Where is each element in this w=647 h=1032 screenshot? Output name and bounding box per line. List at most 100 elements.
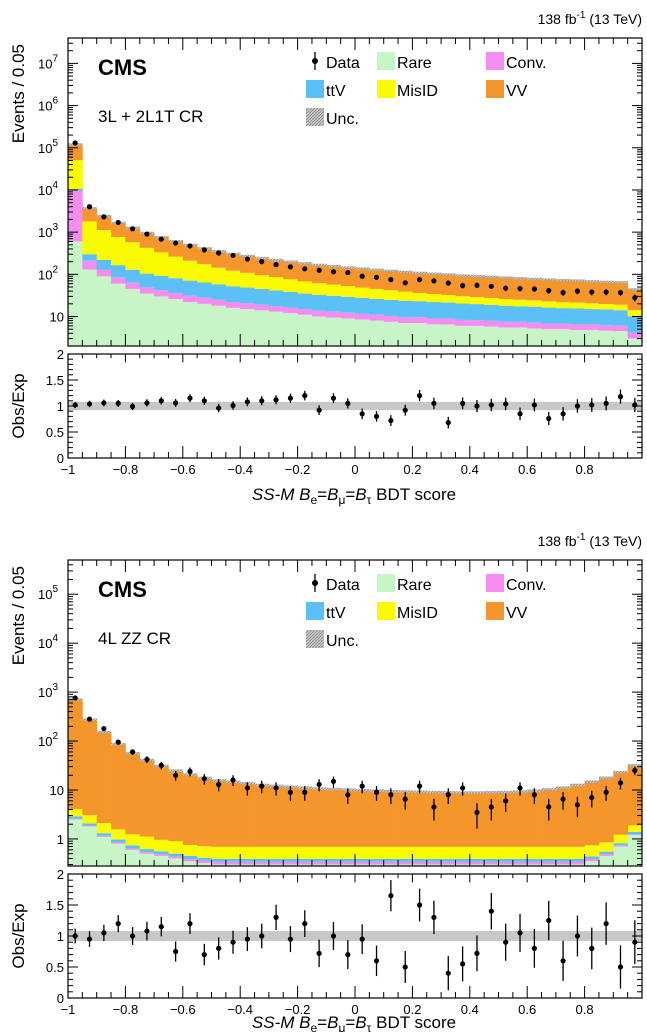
legend-label-misid: MisID [397, 83, 438, 100]
bar-misid-29 [484, 298, 499, 305]
bar-misid-38 [613, 834, 629, 844]
bar-conv-36 [584, 858, 600, 862]
bar-vv-22 [383, 791, 399, 847]
bar-vv-3 [111, 222, 126, 238]
ratio-point-31 [517, 930, 523, 936]
ratio-point-6 [158, 924, 164, 930]
bar-vv-19 [340, 267, 356, 287]
data-point-10 [216, 781, 222, 788]
data-point-18 [330, 778, 337, 784]
ratio-tick-label: 2 [57, 347, 64, 362]
legend-label-unc: Unc. [326, 633, 359, 650]
bar-vv-6 [154, 765, 169, 840]
ratio-point-22 [388, 417, 394, 424]
bar-vv-24 [412, 791, 428, 847]
bar-vv-24 [412, 272, 428, 293]
bar-misid-15 [283, 279, 298, 292]
bar-rare-13 [254, 864, 270, 866]
bar-ttv-9 [197, 282, 212, 298]
ratio-point-28 [474, 403, 480, 409]
bar-vv-17 [311, 788, 327, 847]
lumi-label: 138 fb-1 (13 TeV) [538, 10, 642, 27]
ratio-point-17 [316, 950, 322, 956]
bar-rare-11 [225, 307, 241, 346]
bar-vv-39 [627, 765, 642, 826]
bar-ttv-18 [326, 858, 342, 862]
bar-ttv-29 [484, 304, 499, 321]
bar-conv-9 [197, 860, 212, 864]
bar-conv-4 [125, 848, 141, 850]
bar-rare-24 [412, 323, 428, 346]
bar-conv-34 [555, 323, 571, 330]
bar-misid-15 [283, 846, 298, 859]
bar-ttv-24 [412, 301, 428, 318]
bar-vv-6 [154, 237, 169, 253]
bar-conv-7 [168, 856, 184, 859]
bar-ttv-36 [584, 856, 600, 859]
bar-rare-36 [584, 329, 600, 346]
bar-ttv-37 [598, 309, 614, 326]
ratio-point-30 [503, 401, 509, 407]
data-point-39 [632, 767, 638, 774]
data-point-21 [373, 274, 380, 280]
x-tick-label: 0.6 [518, 1002, 536, 1017]
bar-rare-38 [613, 331, 629, 346]
bar-ttv-3 [111, 265, 126, 278]
unc-band-34 [555, 279, 571, 282]
unc-band-22 [383, 269, 399, 272]
ratio-point-29 [488, 402, 494, 408]
data-point-24 [416, 783, 423, 789]
chart-panel-2: 1 10 102 103 104 105 0 0.5 1 1.5 2 −1 −0.8 −0.6 −0.4 −0… [9, 532, 643, 1032]
unc-band-30 [498, 276, 514, 279]
unc-band-33 [541, 278, 557, 281]
bar-misid-26 [441, 294, 456, 303]
y-tick-label: 10 [50, 783, 64, 798]
unc-band-25 [426, 790, 442, 794]
bar-ttv-12 [240, 287, 255, 304]
x-tick-label: −0.2 [285, 462, 311, 477]
bar-vv-36 [584, 781, 600, 846]
ratio-point-5 [144, 928, 150, 934]
ratio-point-9 [201, 952, 207, 958]
ratio-point-12 [244, 399, 250, 405]
legend-data-marker [312, 580, 318, 586]
bar-conv-30 [498, 861, 514, 865]
bar-rare-1 [82, 826, 98, 866]
bar-rare-9 [197, 863, 212, 866]
bar-ttv-19 [340, 296, 356, 313]
bar-conv-26 [441, 318, 456, 325]
bar-rare-29 [484, 326, 499, 346]
x-tick-label: −0.8 [113, 462, 139, 477]
legend-swatch-vv [486, 602, 504, 620]
bar-misid-5 [139, 247, 155, 274]
bar-vv-34 [555, 787, 571, 847]
bar-conv-15 [283, 861, 298, 865]
ratio-point-39 [632, 402, 638, 408]
ratio-point-11 [230, 402, 236, 409]
bar-misid-20 [355, 287, 370, 298]
bar-rare-14 [268, 311, 284, 346]
bar-conv-5 [139, 287, 155, 294]
legend-data-marker [312, 58, 318, 64]
unc-band-29 [484, 791, 499, 794]
lumi-label: 138 fb-1 (13 TeV) [538, 532, 642, 549]
y-tick-label: 106 [38, 96, 58, 114]
unc-band-14 [268, 258, 284, 261]
bar-ttv-38 [613, 843, 629, 846]
bar-rare-0 [68, 819, 83, 866]
unc-band-15 [283, 260, 298, 263]
ratio-point-32 [531, 402, 537, 408]
data-point-28 [474, 809, 480, 815]
unc-band-36 [584, 780, 600, 783]
ratio-tick-label: 1 [57, 399, 64, 414]
bar-misid-23 [398, 846, 413, 859]
legend-swatch-rare [377, 574, 395, 592]
legend-label-ttv: ttV [326, 83, 346, 100]
bar-ttv-30 [498, 305, 514, 322]
bar-vv-2 [96, 732, 112, 824]
bar-conv-11 [225, 302, 241, 308]
data-point-25 [431, 804, 437, 810]
bar-rare-26 [441, 324, 456, 346]
bar-misid-2 [96, 823, 112, 834]
x-tick-label: −0.2 [285, 1002, 311, 1017]
